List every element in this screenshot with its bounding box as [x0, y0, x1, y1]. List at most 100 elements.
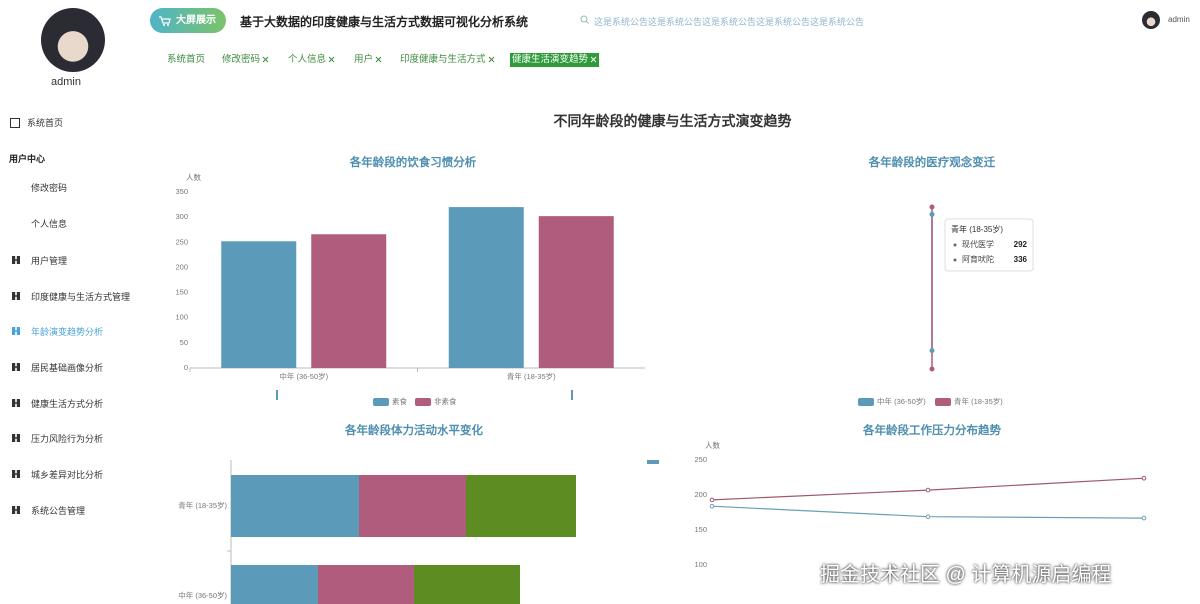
y-tick-label: 150	[694, 525, 707, 534]
y-tick-label: 150	[175, 288, 188, 297]
menu-icon	[12, 470, 20, 478]
sidebar-user: admin	[51, 76, 81, 88]
tab-close[interactable]	[262, 56, 269, 63]
menu-item[interactable]: 压力风险行为分析	[31, 434, 104, 444]
screen-button[interactable]: 大屏展示	[150, 8, 226, 33]
menu-icon	[12, 327, 20, 335]
cart-icon	[159, 16, 171, 26]
tab[interactable]: 修改密码	[220, 53, 271, 67]
menu-item[interactable]: 健康生活方式分析	[31, 399, 104, 409]
bar-segment	[318, 565, 414, 604]
y-tick-label: 300	[175, 212, 188, 221]
menu-item[interactable]: 修改密码	[31, 183, 68, 193]
y-tick-label: 100	[175, 313, 188, 322]
menu-item[interactable]: 城乡差异对比分析	[31, 470, 104, 480]
legend-label: 非素食	[434, 396, 457, 406]
header-user[interactable]: admin	[1168, 15, 1190, 24]
y-tick-label: 100	[694, 560, 707, 569]
tooltip-label: 现代医学	[962, 239, 994, 249]
tooltip-label: 阿育吠陀	[962, 254, 994, 264]
legend-swatch	[858, 398, 874, 406]
notice[interactable]: 这是系统公告这是系统公告这是系统公告这是系统公告这是系统公告	[594, 17, 865, 27]
tab[interactable]: 个人信息	[286, 53, 337, 67]
menu-item[interactable]: 年龄演变趋势分析	[31, 327, 104, 337]
menu-item[interactable]: 系统首页	[27, 118, 64, 128]
chart-title: 各年龄段的饮食习惯分析	[349, 155, 477, 169]
menu-item: 用户中心	[9, 154, 46, 164]
tooltip-dot	[953, 243, 957, 247]
menu-item[interactable]: 系统公告管理	[31, 506, 86, 516]
y-tick-label: 250	[175, 237, 188, 246]
menu-icon	[12, 434, 20, 442]
bar	[221, 241, 297, 368]
sidebar: admin 系统首页用户中心修改密码个人信息用户管理印度健康与生活方式管理 年龄演…	[0, 0, 145, 604]
chart-title: 各年龄段的医疗观念变迁	[868, 155, 996, 169]
bar-segment	[414, 565, 520, 604]
tooltip: 青年 (18-35岁) 现代医学 292 阿育吠陀 336	[944, 218, 1034, 272]
tab-label: 系统首页	[167, 54, 206, 65]
tooltip-dot	[953, 258, 957, 262]
legend-swatch	[415, 398, 431, 406]
menu-icon	[12, 256, 20, 264]
point	[929, 366, 935, 372]
y-tick-label: 350	[175, 187, 188, 196]
bar-segment	[231, 475, 359, 537]
y-tick-label: 250	[694, 455, 707, 464]
point	[925, 487, 931, 493]
screen-button-label: 大屏展示	[176, 15, 216, 26]
legend-swatch	[935, 398, 951, 406]
menu-icon	[12, 363, 20, 371]
avatar[interactable]	[41, 8, 105, 72]
tab[interactable]: 印度健康与生活方式	[398, 53, 497, 67]
point	[929, 348, 935, 354]
y-tick-label: 青年 (18-35岁)	[178, 500, 227, 510]
tab-label: 健康生活演变趋势	[512, 54, 589, 65]
chart-title: 各年龄段工作压力分布趋势	[862, 423, 1001, 437]
bar-segment	[231, 565, 318, 604]
point	[929, 211, 935, 217]
tab-label: 个人信息	[288, 54, 327, 65]
tab[interactable]: 系统首页	[165, 53, 207, 67]
y-tick-label: 200	[694, 490, 707, 499]
bar	[538, 216, 614, 368]
y-tick-label: 50	[180, 338, 188, 347]
point	[709, 497, 715, 503]
tab-close[interactable]	[375, 56, 382, 63]
legend-swatch	[373, 398, 389, 406]
menu-item[interactable]: 个人信息	[31, 219, 68, 229]
y-tick-label: 0	[184, 363, 188, 372]
menu-icon	[12, 292, 20, 300]
tab-close[interactable]	[488, 56, 495, 63]
tooltip-box	[944, 218, 1034, 272]
bar	[448, 207, 524, 368]
tab-label: 用户	[354, 54, 374, 65]
menu-icon	[10, 118, 20, 128]
menu-icon	[12, 506, 20, 514]
y-axis-label: 人数	[705, 440, 720, 450]
page-title: 不同年龄段的健康与生活方式演变趋势	[553, 113, 792, 129]
bar-segment	[359, 475, 466, 537]
watermark: 掘金技术社区 @ 计算机源启编程	[820, 564, 1112, 586]
tab-close[interactable]	[328, 56, 335, 63]
notice-icon	[580, 15, 589, 24]
tooltip-title: 青年 (18-35岁)	[951, 224, 1003, 234]
x-tick-label: 中年 (36-50岁)	[279, 371, 328, 381]
chart-title: 各年龄段体力活动水平变化	[344, 423, 483, 437]
menu-item[interactable]: 印度健康与生活方式管理	[31, 292, 131, 302]
legend-label: 中年 (36-50岁)	[877, 396, 926, 406]
bar-segment	[466, 475, 576, 537]
menu-item[interactable]: 居民基础画像分析	[31, 363, 104, 373]
legend-swatch	[647, 460, 659, 464]
x-tick-label: 青年 (18-35岁)	[507, 371, 556, 381]
tab[interactable]: 健康生活演变趋势	[510, 53, 600, 67]
tab[interactable]: 用户	[352, 53, 384, 67]
tab-close[interactable]	[590, 56, 597, 63]
tab-label: 印度健康与生活方式	[400, 54, 486, 65]
tooltip-value: 292	[1014, 240, 1028, 249]
point	[1141, 515, 1147, 521]
header-avatar[interactable]	[1142, 11, 1160, 29]
y-tick-label: 中年 (36-50岁)	[178, 590, 227, 600]
legend-label: 青年 (18-35岁)	[954, 396, 1003, 406]
menu-item[interactable]: 用户管理	[31, 256, 68, 266]
